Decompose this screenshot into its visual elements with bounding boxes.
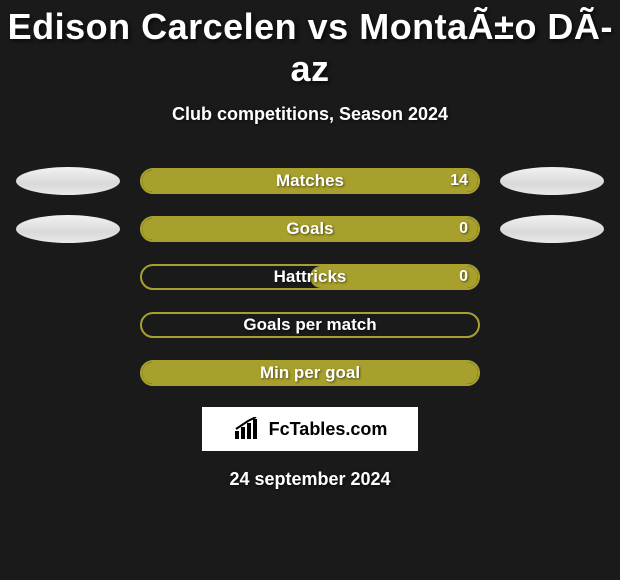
stat-value-right: 0 xyxy=(459,268,468,286)
comparison-row: Goals0 xyxy=(0,215,620,243)
stat-bar: Hattricks0 xyxy=(140,264,480,290)
subtitle: Club competitions, Season 2024 xyxy=(0,104,620,125)
stat-bar: Matches14 xyxy=(140,168,480,194)
spacer xyxy=(500,311,604,339)
comparison-row: Min per goal xyxy=(0,359,620,387)
chart-icon xyxy=(233,417,263,441)
logo-box: FcTables.com xyxy=(202,407,418,451)
spacer xyxy=(500,359,604,387)
left-player-marker xyxy=(16,167,120,195)
stat-bar-fill xyxy=(142,218,478,240)
date-text: 24 september 2024 xyxy=(0,469,620,490)
comparison-row: Goals per match xyxy=(0,311,620,339)
spacer xyxy=(16,263,120,291)
page-title: Edison Carcelen vs MontaÃ±o DÃ­az xyxy=(0,0,620,90)
logo-text: FcTables.com xyxy=(269,419,388,440)
stat-bar: Min per goal xyxy=(140,360,480,386)
left-player-marker xyxy=(16,215,120,243)
right-player-marker xyxy=(500,167,604,195)
comparison-row: Matches14 xyxy=(0,167,620,195)
stat-value-right: 14 xyxy=(450,172,468,190)
stat-bar: Goals0 xyxy=(140,216,480,242)
stat-value-right: 0 xyxy=(459,220,468,238)
spacer xyxy=(16,311,120,339)
stat-bar-fill xyxy=(142,170,478,192)
stat-label: Goals per match xyxy=(142,315,478,335)
stat-bar: Goals per match xyxy=(140,312,480,338)
spacer xyxy=(16,359,120,387)
stat-bar-fill xyxy=(142,362,478,384)
comparison-rows: Matches14 Goals0 Hattricks0 Goals per match… xyxy=(0,167,620,387)
spacer xyxy=(500,263,604,291)
right-player-marker xyxy=(500,215,604,243)
stat-bar-fill xyxy=(310,266,478,288)
comparison-row: Hattricks0 xyxy=(0,263,620,291)
